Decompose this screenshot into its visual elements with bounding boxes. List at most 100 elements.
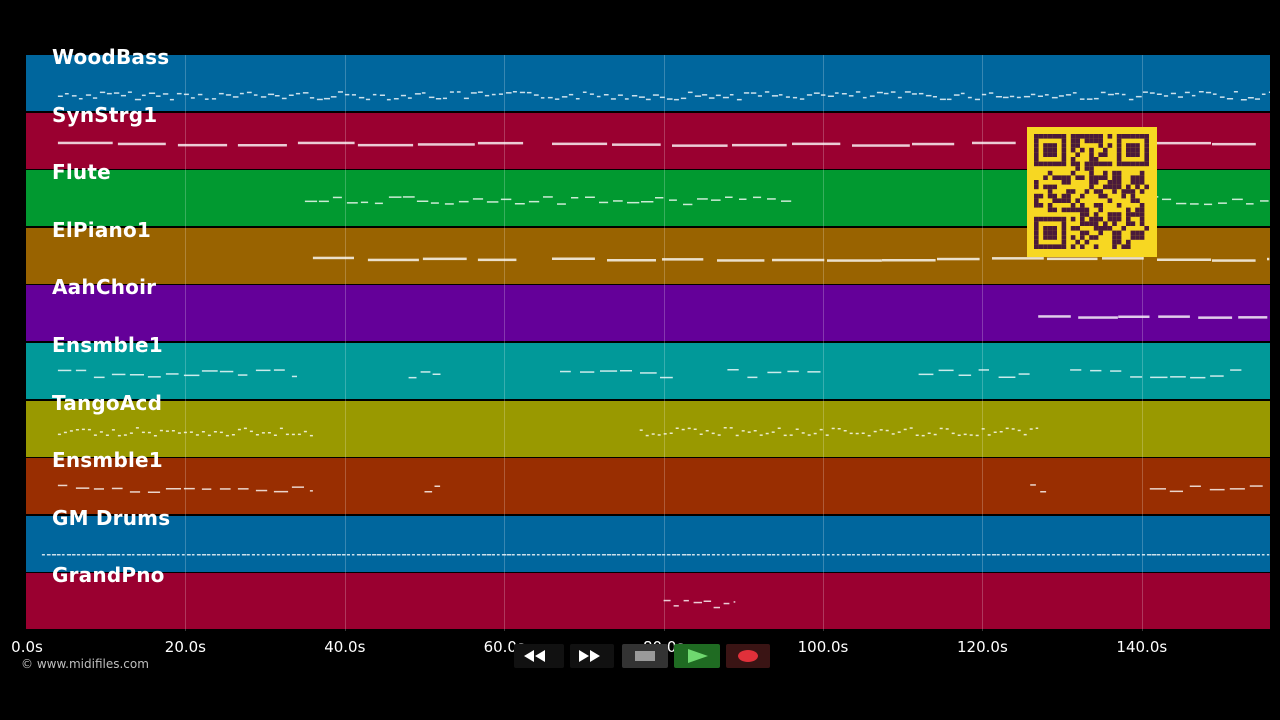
track-lanes (26, 55, 1270, 631)
note-mark (472, 198, 484, 200)
note-mark (401, 553, 407, 556)
note-mark (46, 553, 51, 556)
note-mark (837, 427, 841, 430)
note-mark (741, 429, 745, 432)
note-mark (1189, 485, 1201, 488)
note-mark (337, 91, 343, 93)
note-mark (435, 98, 442, 100)
fast-forward-button[interactable] (570, 644, 614, 668)
track-lane[interactable] (26, 515, 1270, 572)
note-mark (197, 93, 203, 96)
note-mark (491, 93, 496, 96)
note-mark (1018, 373, 1030, 375)
note-mark (891, 553, 895, 556)
note-mark (134, 98, 141, 101)
note-mark (106, 92, 112, 95)
record-button[interactable] (726, 644, 770, 668)
note-mark (213, 430, 217, 433)
qr-code-icon[interactable] (1027, 127, 1157, 257)
note-mark (697, 198, 708, 200)
note-mark (141, 94, 146, 97)
note-mark (183, 431, 187, 433)
play-button[interactable] (674, 644, 720, 668)
note-mark (332, 196, 342, 199)
note-mark (796, 553, 800, 556)
note-mark (701, 553, 706, 556)
note-mark (706, 553, 710, 556)
note-mark (1047, 257, 1098, 260)
note-mark (216, 553, 221, 556)
track-notes (304, 196, 1269, 206)
note-mark (925, 94, 932, 97)
note-mark (276, 553, 280, 556)
track-lane[interactable] (26, 573, 1270, 630)
note-mark (66, 553, 71, 556)
note-mark (1136, 553, 1140, 556)
note-mark (304, 200, 318, 203)
note-mark (1040, 491, 1047, 493)
note-mark (957, 434, 961, 436)
note-mark (111, 373, 126, 376)
note-mark (498, 93, 503, 95)
note-mark (85, 94, 92, 96)
note-mark (177, 431, 181, 434)
note-mark (681, 553, 687, 556)
track-notes (57, 91, 1270, 101)
note-mark (273, 434, 277, 436)
note-mark (821, 553, 825, 556)
note-mark (135, 426, 139, 429)
note-mark (764, 91, 770, 93)
note-mark (71, 553, 76, 556)
note-mark (239, 92, 244, 95)
track-lane[interactable] (26, 458, 1270, 515)
note-mark (879, 428, 883, 431)
note-mark (1061, 553, 1066, 556)
note-mark (568, 93, 574, 96)
note-mark (1261, 93, 1266, 95)
note-mark (273, 369, 285, 371)
note-mark (721, 553, 725, 556)
note-mark (105, 434, 109, 436)
note-mark (1149, 92, 1155, 94)
note-mark (1240, 99, 1247, 101)
note-mark (566, 553, 570, 556)
note-mark (733, 601, 736, 604)
track-lane[interactable] (26, 343, 1270, 400)
note-mark (820, 94, 826, 96)
note-mark (71, 95, 77, 97)
note-mark (669, 432, 673, 434)
note-mark (64, 93, 69, 95)
time-tick-label: 40.0s (324, 638, 366, 656)
note-mark (722, 96, 729, 99)
note-mark (663, 432, 667, 435)
note-mark (937, 257, 980, 261)
note-mark (136, 553, 141, 556)
stop-button[interactable] (622, 644, 668, 668)
note-mark (486, 553, 492, 556)
note-mark (911, 553, 916, 556)
note-mark (1156, 93, 1162, 95)
note-mark (512, 91, 517, 93)
note-mark (357, 143, 414, 146)
note-mark (807, 371, 821, 373)
note-mark (638, 96, 645, 98)
track-lane[interactable] (26, 400, 1270, 457)
note-mark (358, 96, 365, 99)
note-mark (236, 553, 240, 556)
time-tick-label: 100.0s (797, 638, 849, 656)
note-mark (1184, 91, 1190, 94)
rewind-button[interactable] (514, 644, 564, 668)
note-mark (93, 433, 97, 436)
note-mark (641, 553, 645, 556)
track-lane[interactable] (26, 55, 1270, 112)
note-mark (400, 94, 406, 97)
note-mark (1233, 91, 1238, 93)
note-mark (218, 92, 224, 95)
note-mark (291, 433, 295, 435)
note-mark (795, 428, 799, 430)
note-mark (99, 91, 106, 94)
track-lane[interactable] (26, 285, 1270, 342)
note-mark (120, 94, 126, 97)
note-mark (711, 199, 721, 202)
note-mark (312, 256, 354, 259)
